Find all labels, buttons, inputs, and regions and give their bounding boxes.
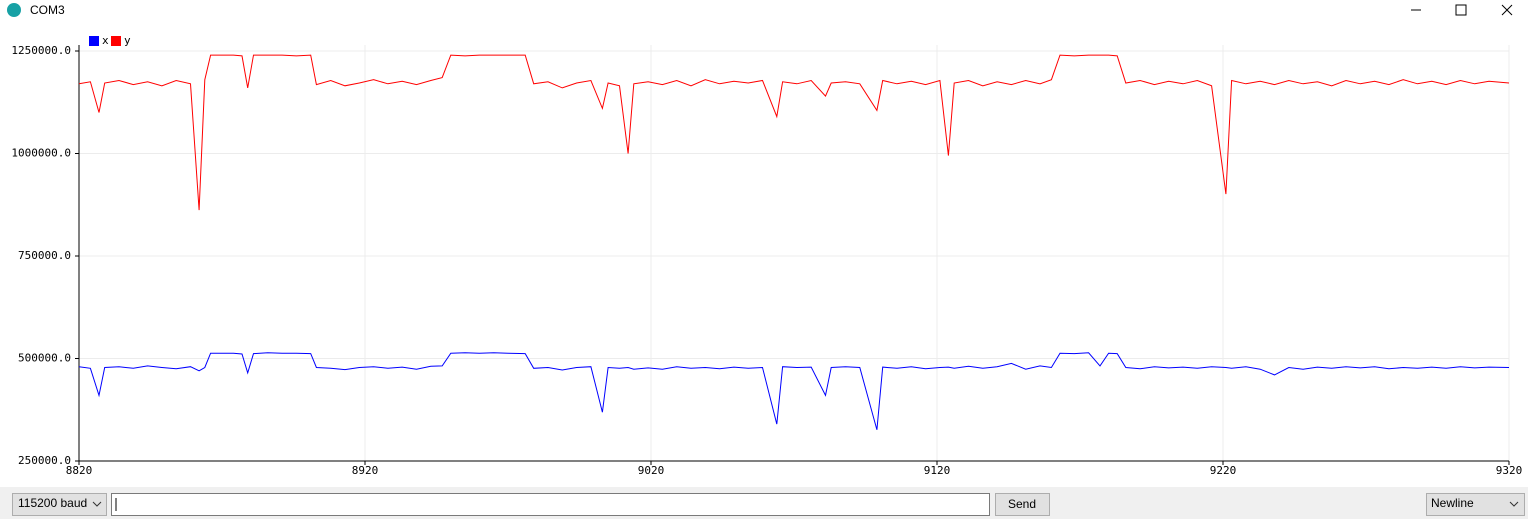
x-tick-label: 9320 [1496, 464, 1523, 477]
window-title: COM3 [30, 3, 65, 17]
x-tick-label: 9220 [1210, 464, 1237, 477]
legend-swatch [111, 36, 121, 46]
maximize-button[interactable] [1455, 4, 1467, 16]
baud-label: 115200 baud [18, 496, 87, 510]
y-tick-label: 750000.0 [18, 249, 71, 262]
x-tick-label: 9120 [924, 464, 951, 477]
send-button[interactable] [995, 493, 1050, 516]
dropdown-arrow [92, 501, 102, 507]
close-button[interactable] [1501, 4, 1513, 16]
message-input[interactable] [111, 493, 990, 516]
dropdown-arrow [1509, 501, 1519, 507]
series-line [78, 352, 1510, 430]
y-tick-label: 250000.0 [18, 454, 71, 467]
x-tick-label: 8820 [66, 464, 93, 477]
app-icon [7, 3, 21, 17]
send-label: Send [1008, 497, 1036, 511]
legend-label: y [124, 34, 131, 47]
y-tick-label: 500000.0 [18, 352, 71, 365]
y-tick-label: 1250000.0 [11, 44, 71, 57]
series-line [78, 54, 1510, 211]
line-ending-label: Newline [1431, 496, 1474, 510]
baud-select[interactable] [12, 493, 107, 516]
y-tick-label: 1000000.0 [11, 147, 71, 160]
x-tick-label: 9020 [638, 464, 665, 477]
legend-label: x [102, 34, 109, 47]
x-tick-label: 8920 [352, 464, 379, 477]
line-ending-select[interactable] [1426, 493, 1525, 516]
legend-swatch [89, 36, 99, 46]
